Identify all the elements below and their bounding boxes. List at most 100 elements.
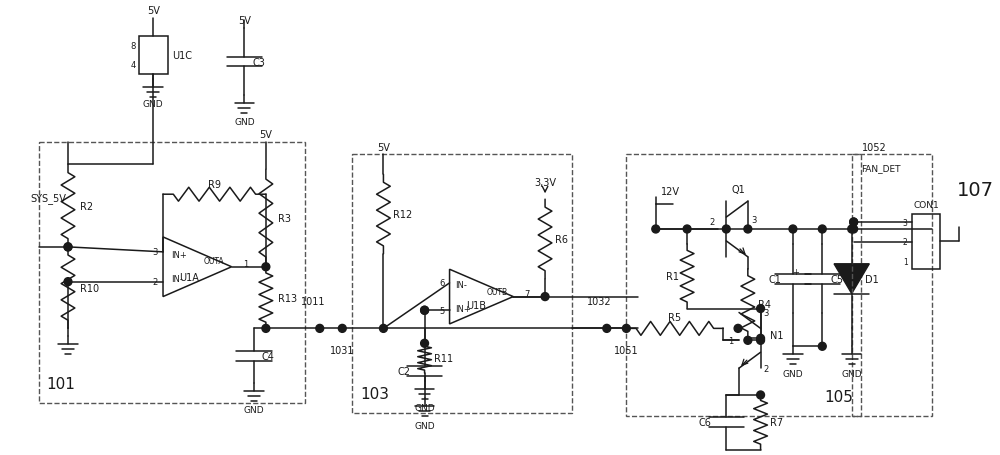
Circle shape [421, 307, 428, 314]
Text: 3: 3 [903, 218, 908, 227]
Text: 1052: 1052 [861, 143, 886, 153]
Circle shape [603, 325, 611, 333]
Text: 5V: 5V [377, 143, 390, 153]
Text: 8: 8 [130, 41, 136, 51]
Circle shape [64, 243, 72, 251]
Text: OUTB: OUTB [486, 288, 507, 297]
Text: R2: R2 [80, 201, 93, 211]
Circle shape [744, 226, 752, 233]
Text: 1: 1 [729, 336, 734, 345]
Text: C3: C3 [252, 57, 265, 67]
Bar [626, 155, 861, 416]
Text: R12: R12 [393, 210, 412, 220]
Text: 5V: 5V [238, 16, 251, 26]
Circle shape [734, 325, 742, 333]
Circle shape [541, 293, 549, 301]
Text: 3,3V: 3,3V [534, 178, 556, 188]
Text: 3: 3 [153, 248, 158, 257]
Text: 5V: 5V [259, 129, 272, 139]
Text: GND: GND [244, 405, 264, 415]
Circle shape [380, 325, 387, 333]
Circle shape [757, 334, 764, 343]
Circle shape [421, 307, 428, 314]
Circle shape [818, 343, 826, 350]
Text: GND: GND [783, 369, 803, 378]
Polygon shape [834, 264, 869, 294]
Text: 1032: 1032 [587, 296, 611, 306]
Text: D1: D1 [865, 274, 879, 284]
Text: CON1: CON1 [913, 200, 939, 209]
Text: FAN_DET: FAN_DET [861, 163, 901, 172]
Text: R13: R13 [278, 293, 297, 303]
Bar [139, 37, 168, 75]
Text: 1051: 1051 [614, 345, 639, 355]
Circle shape [338, 325, 346, 333]
Text: IN-: IN- [171, 274, 183, 283]
Text: 3: 3 [751, 215, 756, 224]
Text: IN+: IN+ [171, 251, 187, 260]
Circle shape [850, 218, 858, 227]
Circle shape [722, 226, 730, 233]
Circle shape [757, 391, 764, 399]
Bar [912, 215, 940, 269]
Text: GND: GND [143, 100, 164, 109]
Circle shape [64, 243, 72, 251]
Text: 2: 2 [903, 238, 908, 247]
Text: 12V: 12V [661, 187, 680, 197]
Text: IN-: IN- [455, 281, 467, 289]
Text: R11: R11 [434, 354, 453, 364]
Bar [352, 155, 572, 413]
Circle shape [64, 278, 72, 286]
Text: 2: 2 [153, 278, 158, 287]
Circle shape [757, 305, 764, 313]
Circle shape [850, 226, 858, 233]
Circle shape [421, 339, 428, 348]
Text: U1B: U1B [466, 300, 486, 310]
Text: +: + [792, 268, 799, 277]
Circle shape [789, 226, 797, 233]
Text: 1011: 1011 [301, 296, 325, 306]
Circle shape [622, 325, 630, 333]
Text: 4: 4 [130, 61, 136, 71]
Text: GND: GND [414, 404, 435, 413]
Text: 2: 2 [709, 217, 714, 226]
Text: 2: 2 [764, 364, 769, 373]
Text: C2: C2 [397, 366, 410, 376]
Text: 105: 105 [825, 389, 854, 404]
Text: C6: C6 [699, 417, 712, 427]
Text: IN+: IN+ [455, 304, 471, 313]
Text: U1A: U1A [180, 272, 199, 282]
Circle shape [316, 325, 324, 333]
Text: 7: 7 [524, 289, 530, 298]
Circle shape [848, 226, 856, 233]
Text: OUTA: OUTA [203, 257, 224, 266]
Text: R3: R3 [278, 213, 291, 223]
Text: 3: 3 [764, 308, 769, 317]
Text: C5: C5 [830, 274, 843, 284]
Text: Q1: Q1 [731, 185, 745, 195]
Circle shape [850, 218, 858, 227]
Text: C4: C4 [262, 351, 275, 361]
Text: 1: 1 [243, 260, 248, 269]
Text: 1: 1 [903, 258, 908, 267]
Text: GND: GND [234, 118, 255, 127]
Text: R4: R4 [758, 299, 771, 309]
Circle shape [652, 226, 660, 233]
Text: 5V: 5V [147, 6, 160, 16]
Text: GND: GND [414, 421, 435, 430]
Text: 101: 101 [46, 376, 75, 391]
Text: 6: 6 [439, 279, 445, 288]
Text: 1031: 1031 [330, 345, 355, 355]
Text: 103: 103 [360, 386, 389, 401]
Bar [852, 155, 932, 416]
Circle shape [757, 337, 764, 344]
Text: R6: R6 [555, 234, 568, 244]
Text: GND: GND [841, 369, 862, 378]
Text: R1: R1 [666, 272, 679, 282]
Text: 5: 5 [439, 306, 445, 315]
Bar [39, 142, 305, 403]
Circle shape [818, 226, 826, 233]
Text: 107: 107 [956, 180, 993, 199]
Circle shape [683, 226, 691, 233]
Circle shape [262, 325, 270, 333]
